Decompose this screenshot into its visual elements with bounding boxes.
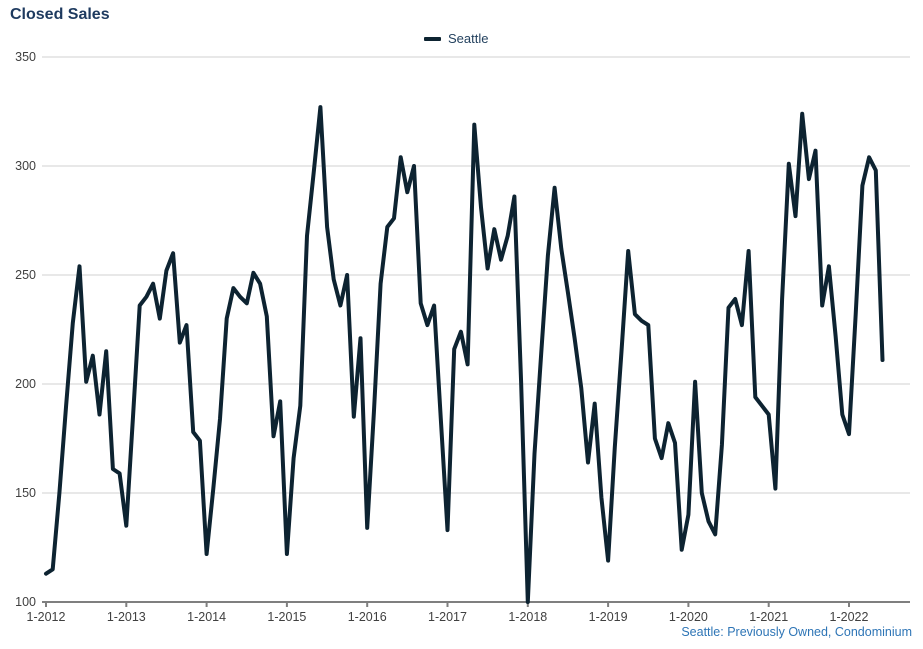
y-axis-tick-label: 150 [15,486,36,500]
y-axis-tick-label: 250 [15,268,36,282]
x-axis-tick-label: 1-2016 [347,610,387,624]
legend-line-swatch-icon [424,36,441,41]
chart-title: Closed Sales [10,6,110,23]
seattle-series-line [44,105,885,604]
x-axis-tick-label: 1-2019 [588,610,628,624]
y-axis-tick-label: 350 [15,50,36,64]
x-axis-tick-label: 1-2012 [26,610,66,624]
x-axis-tick-label: 1-2015 [267,610,307,624]
x-axis-tick-label: 1-2021 [749,610,789,624]
legend: Seattle [424,31,488,46]
x-axis-tick-label: 1-2017 [428,610,467,624]
x-axis-tick-label: 1-2022 [829,610,869,624]
y-axis-tick-label: 200 [15,377,36,391]
x-axis-tick-label: 1-2014 [187,610,227,624]
y-axis-tick-label: 100 [15,595,36,609]
source-note: Seattle: Previously Owned, Condominium [681,625,912,639]
legend-series-label: Seattle [448,31,489,46]
x-axis-tick-label: 1-2013 [106,610,146,624]
x-axis-tick-label: 1-2020 [668,610,708,624]
x-axis-tick-label: 1-2018 [508,610,548,624]
y-axis-tick-label: 300 [15,159,36,173]
